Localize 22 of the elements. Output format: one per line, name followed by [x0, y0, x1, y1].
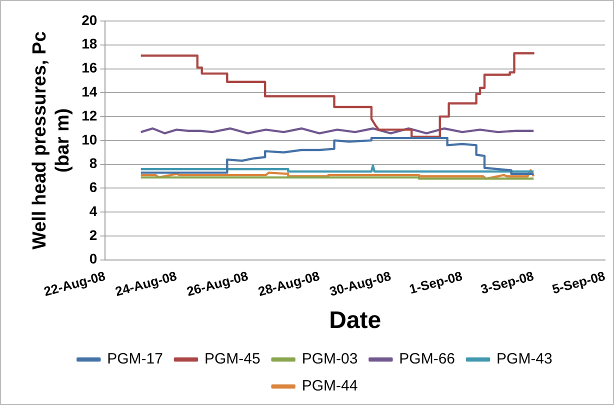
legend-label: PGM-66: [399, 350, 456, 368]
y-tick-label: 18: [82, 36, 98, 52]
y-tick-label: 14: [82, 84, 98, 100]
y-tick-label: 2: [89, 226, 98, 243]
y-tick-label: 0: [89, 250, 98, 267]
x-tick-label: 1-Sep-08: [408, 268, 464, 297]
x-tick-label: 3-Sep-08: [479, 268, 536, 297]
legend-label: PGM-44: [302, 378, 358, 395]
y-tick-label: 4: [89, 202, 98, 219]
x-tick-label: 5-Sep-08: [550, 268, 607, 297]
x-axis-title: Date: [329, 307, 382, 334]
y-tick-label: 10: [82, 131, 98, 148]
legend-label: PGM-17: [107, 350, 163, 368]
legend-label: PGM-43: [496, 350, 552, 368]
y-tick-label: 20: [82, 12, 98, 28]
y-tick-label: 8: [89, 155, 98, 172]
legend-label: PGM-45: [204, 350, 260, 368]
y-tick-label: 16: [82, 60, 98, 76]
y-tick-label: 6: [89, 179, 98, 196]
legend-label: PGM-03: [302, 350, 358, 368]
y-tick-label: 12: [82, 107, 98, 124]
y-axis-title: Well head pressures, Pc (bar m): [30, 30, 74, 250]
